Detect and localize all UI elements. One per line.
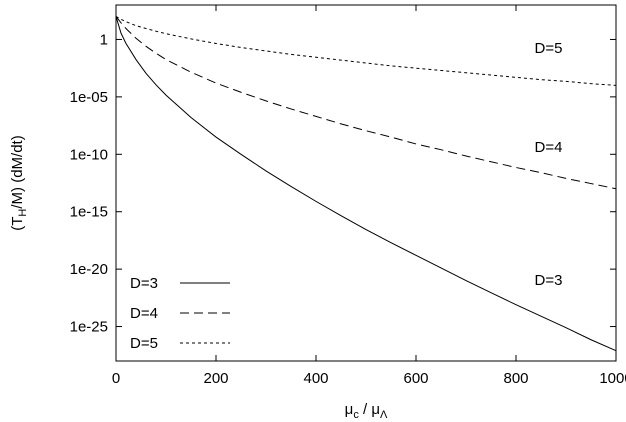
y-tick-label-0: 1: [100, 31, 108, 48]
x-tick-label-5: 1000: [599, 370, 626, 387]
y-tick-label-2: 1e-10: [70, 146, 108, 163]
y-axis-title: (TH/M) (dM/dt): [9, 135, 29, 230]
series-line-d-5: [115, 16, 617, 86]
plot-frame: [115, 4, 617, 362]
legend-label-2: D=5: [130, 335, 158, 352]
annotation-label-2: D=3: [535, 272, 563, 289]
series-line-d-3: [115, 16, 617, 352]
x-axis-title: μc / μΛ: [345, 401, 388, 421]
y-tick-label-4: 1e-20: [70, 261, 108, 278]
y-tick-label-5: 1e-25: [70, 319, 108, 336]
legend-label-1: D=4: [130, 305, 158, 322]
series-line-d-4: [115, 16, 617, 190]
x-tick-label-3: 600: [403, 370, 428, 387]
legend-label-0: D=3: [130, 275, 158, 292]
annotations: D=5 D=4 D=3: [535, 40, 563, 289]
x-tick-label-0: 0: [112, 370, 120, 387]
ticks: 0 200 400 600 800 1000 1 1e-05 1e-10 1e-15 1e-20 1e…: [70, 5, 626, 387]
x-tick-label-2: 400: [303, 370, 328, 387]
x-tick-label-4: 800: [503, 370, 528, 387]
y-tick-label-3: 1e-15: [70, 204, 108, 221]
y-tick-label-1: 1e-05: [70, 89, 108, 106]
series-group: [115, 16, 617, 352]
legend: D=3 D=4 D=5: [130, 275, 230, 352]
annotation-label-1: D=4: [535, 139, 563, 156]
annotation-label-0: D=5: [535, 40, 563, 57]
x-tick-label-1: 200: [203, 370, 228, 387]
